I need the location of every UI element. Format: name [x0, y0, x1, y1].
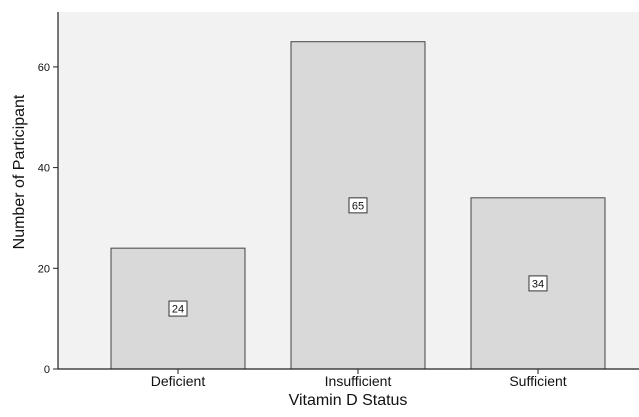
y-ticks-layer: 0 20 40 60 [38, 62, 58, 376]
axes-layer [57, 12, 639, 370]
data-label: 24 [172, 304, 184, 316]
x-axis-title: Vitamin D Status [289, 392, 408, 409]
x-tick-label: Deficient [151, 373, 206, 389]
data-label: 65 [352, 200, 364, 212]
y-axis-title: Number of Participant [11, 94, 28, 249]
data-labels-layer: 24 65 34 [168, 197, 548, 317]
y-tick-label: 40 [38, 163, 50, 175]
x-ticks-layer: Deficient Insufficient Sufficient [151, 369, 567, 389]
x-tick-label: Sufficient [509, 373, 566, 389]
bars-layer [110, 41, 606, 370]
data-label-box [168, 300, 188, 317]
x-tick-label: Insufficient [325, 373, 392, 389]
data-label: 34 [532, 278, 544, 290]
y-tick-label: 0 [44, 364, 50, 376]
data-label-box [528, 275, 548, 292]
data-label-box [348, 197, 368, 214]
y-tick-label: 60 [38, 62, 50, 74]
y-tick-label: 20 [38, 263, 50, 275]
